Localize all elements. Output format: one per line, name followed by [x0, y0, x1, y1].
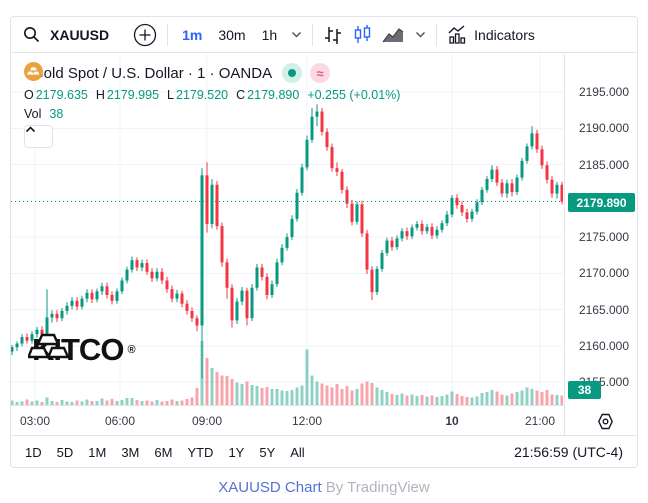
- range-tab-1m[interactable]: 1M: [88, 444, 107, 460]
- symbol-search-button[interactable]: XAUUSD: [50, 26, 110, 43]
- interval-30m-button[interactable]: 30m: [218, 26, 246, 43]
- volume-value: 38: [49, 107, 64, 121]
- chart-style-area-icon[interactable]: [382, 26, 405, 44]
- registered-mark: ®: [127, 344, 136, 356]
- range-tab-1d[interactable]: 1D: [25, 444, 42, 460]
- time-label-1200: 12:00: [291, 414, 323, 428]
- axis-settings-gear-icon[interactable]: [596, 412, 615, 434]
- price-label-2165: 2165.000: [578, 302, 629, 317]
- chevron-up-icon: [25, 126, 36, 133]
- indicators-label: Indicators: [474, 26, 535, 43]
- interval-dropdown-chevron-icon[interactable]: [291, 31, 302, 39]
- symbol-title[interactable]: Gold Spot / U.S. Dollar · 1 · OANDA: [32, 64, 273, 82]
- indicators-button[interactable]: Indicators: [447, 24, 535, 45]
- range-tabs: 1D 5D 1M 3M 6M YTD 1Y 5Y All: [25, 445, 305, 460]
- current-volume-badge: 38: [568, 381, 601, 399]
- footer-byline: By TradingView: [325, 479, 430, 496]
- price-change: +0.255 (+0.01%): [307, 88, 401, 102]
- tradingview-chart-widget: XAUUSD 1m 30m 1h Indicators: [10, 16, 638, 468]
- interval-buttons: 1m 30m 1h: [178, 27, 281, 43]
- price-label-2195: 2195.000: [578, 85, 629, 99]
- time-axis[interactable]: 03:00 06:00 09:00 12:00 10 21:00: [11, 405, 564, 435]
- price-axis[interactable]: 2195.000 2190.000 2185.000 2175.000 2170.000…: [564, 54, 637, 435]
- range-tab-5y[interactable]: 5Y: [259, 444, 276, 460]
- toolbar-separator: [312, 23, 314, 46]
- range-tab-3m[interactable]: 3M: [121, 444, 140, 460]
- price-label-2170: 2170.000: [578, 266, 629, 281]
- ohlc-c: C 2179.890: [236, 88, 300, 102]
- bottom-toolbar: 1D 5D 1M 3M 6M YTD 1Y 5Y All 21:56:59 (UTC-4): [11, 435, 637, 468]
- range-tab-1y[interactable]: 1Y: [228, 444, 245, 460]
- volume-legend: Vol 38: [24, 107, 400, 121]
- ohlc-l: L 2179.520: [167, 88, 229, 102]
- candlestick-chart[interactable]: [11, 54, 563, 405]
- clock: 21:56:59 (UTC-4): [514, 444, 623, 460]
- time-label-0900: 09:00: [191, 414, 223, 428]
- chart-style-candles-icon[interactable]: [353, 24, 372, 45]
- range-tab-ytd[interactable]: YTD: [187, 444, 214, 460]
- price-label-2160: 2160.000: [578, 338, 629, 353]
- interval-1m-button[interactable]: 1m: [182, 26, 203, 43]
- chart-style-bars-icon[interactable]: [323, 25, 343, 45]
- kitco-watermark: KITCO ®: [28, 332, 136, 368]
- market-status-open-icon[interactable]: [282, 63, 303, 83]
- volume-label: Vol: [24, 107, 42, 121]
- ohlc-h: H 2179.995: [95, 88, 160, 102]
- search-icon[interactable]: [23, 26, 40, 43]
- ohlc-values: O 2179.635 H 2179.995 L 2179.520 C 2179.890 +0.2…: [24, 88, 400, 102]
- time-label-0300: 03:00: [19, 414, 51, 428]
- price-label-2190: 2190.000: [578, 121, 629, 136]
- range-tab-all[interactable]: All: [290, 444, 305, 460]
- collapse-legend-button[interactable]: [24, 125, 53, 148]
- time-label-10: 10: [445, 414, 459, 428]
- footer-attribution: XAUUSD Chart By TradingView: [0, 479, 648, 496]
- toolbar-separator: [167, 23, 169, 46]
- interval-1h-button[interactable]: 1h: [261, 26, 278, 43]
- price-label-2185: 2185.000: [578, 157, 629, 172]
- chart-style-dropdown-chevron-icon[interactable]: [415, 31, 426, 39]
- price-label-2175: 2175.000: [578, 230, 629, 244]
- footer-symbol-link[interactable]: XAUUSD Chart: [218, 479, 322, 496]
- top-toolbar: XAUUSD 1m 30m 1h Indicators: [11, 17, 637, 53]
- toolbar-separator: [436, 23, 438, 46]
- range-tab-6m[interactable]: 6M: [154, 444, 173, 460]
- time-label-2100: 21:00: [524, 414, 556, 428]
- range-tab-5d[interactable]: 5D: [56, 444, 74, 460]
- ohlc-o: O 2179.635: [24, 88, 88, 102]
- time-label-0600: 06:00: [104, 414, 136, 428]
- delayed-data-icon[interactable]: ≈: [310, 63, 331, 83]
- compare-add-symbol-icon[interactable]: [133, 23, 157, 47]
- indicators-icon: [447, 24, 468, 45]
- current-price-badge: 2179.890: [568, 193, 635, 212]
